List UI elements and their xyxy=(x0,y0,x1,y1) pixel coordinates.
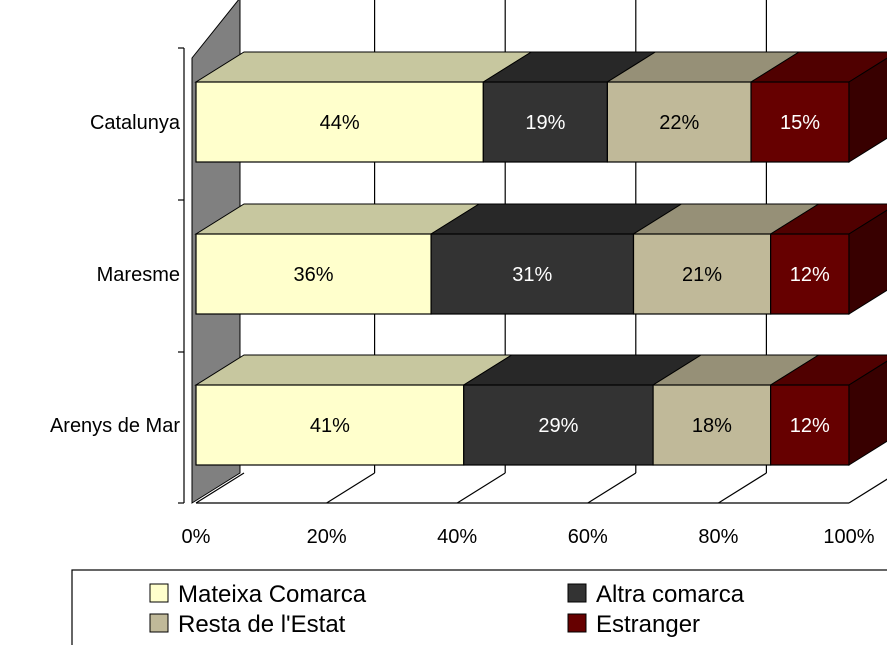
bar-side-face xyxy=(848,57,887,163)
x-tick-label: 40% xyxy=(437,526,477,548)
data-label: 22% xyxy=(659,112,699,134)
bar-segment: 15% xyxy=(749,51,887,163)
axes: Catalunya Maresme Arenys de Mar 0% 20% 40% 60%… xyxy=(50,47,875,548)
bar-front-face xyxy=(195,384,465,466)
x-tick-label: 20% xyxy=(307,526,347,548)
data-label: 21% xyxy=(682,264,722,286)
bar-segment: 12% xyxy=(768,354,887,466)
legend-swatch xyxy=(149,583,169,603)
bar-front-face xyxy=(770,233,850,315)
gridline-floor xyxy=(848,478,887,504)
bar-front-face xyxy=(195,81,484,163)
bar-front-face xyxy=(606,81,752,163)
data-label: 44% xyxy=(320,112,360,134)
legend-swatch xyxy=(567,583,587,603)
data-label: 12% xyxy=(790,415,830,437)
legend-item: Resta de l'Estat xyxy=(149,611,346,638)
bar-segment: 22% xyxy=(605,51,801,163)
bar-top-face xyxy=(194,203,481,235)
bar-front-face xyxy=(652,384,772,466)
category-label: Catalunya xyxy=(90,112,181,134)
category-label: Maresme xyxy=(97,264,180,286)
data-label: 18% xyxy=(692,415,732,437)
bar-segment: 12% xyxy=(768,203,887,315)
legend-swatch xyxy=(149,613,169,633)
gridline-floor xyxy=(195,472,245,504)
bar-front-face xyxy=(463,384,654,466)
bar-segment: 18% xyxy=(651,354,821,466)
bar-top-face xyxy=(194,354,514,386)
legend: Mateixa Comarca Altra comarca Resta de l'E… xyxy=(71,569,887,650)
category-label: Arenys de Mar xyxy=(50,415,180,437)
bar-segment: 41% xyxy=(194,354,514,466)
legend-label: Estranger xyxy=(596,611,700,638)
bar-front-face xyxy=(632,233,772,315)
gridline-floor xyxy=(456,472,506,504)
bar-segment: 21% xyxy=(631,203,821,315)
data-label: 19% xyxy=(525,112,565,134)
bar-top-face xyxy=(194,51,534,83)
legend-label: Resta de l'Estat xyxy=(178,611,346,638)
bar-side-face xyxy=(848,360,887,466)
bar-front-face xyxy=(750,81,850,163)
x-tick-label: 80% xyxy=(698,526,738,548)
data-label: 15% xyxy=(780,112,820,134)
data-label: 29% xyxy=(538,415,578,437)
gridline-floor xyxy=(587,472,637,504)
legend-label: Mateixa Comarca xyxy=(178,581,367,608)
gridline-floor xyxy=(326,472,375,504)
bar-segment: 31% xyxy=(429,203,684,315)
legend-item: Estranger xyxy=(567,611,700,638)
data-label: 36% xyxy=(294,264,334,286)
bar-side-face xyxy=(848,209,887,315)
x-tick-label: 0% xyxy=(182,526,211,548)
data-label: 31% xyxy=(512,264,552,286)
gridline-floor xyxy=(718,472,767,504)
data-label: 12% xyxy=(790,264,830,286)
bar-segment: 44% xyxy=(194,51,534,163)
bars: 44% 19% 22% 15% 36% 31% 21% 12% 41% 29% 18% 12% xyxy=(194,51,887,466)
x-tick-label: 100% xyxy=(823,526,874,548)
bar-segment: 29% xyxy=(461,354,703,466)
bar-segment: 36% xyxy=(194,203,481,315)
bar-segment: 19% xyxy=(481,51,658,163)
legend-box xyxy=(71,569,887,650)
bar-front-face xyxy=(482,81,608,163)
legend-label: Altra comarca xyxy=(596,581,745,608)
bar-front-face xyxy=(195,233,432,315)
x-tick-label: 60% xyxy=(568,526,608,548)
bar-front-face xyxy=(430,233,635,315)
legend-item: Altra comarca xyxy=(567,581,745,608)
data-label: 41% xyxy=(310,415,350,437)
legend-item: Mateixa Comarca xyxy=(149,581,367,608)
legend-swatch xyxy=(567,613,587,633)
